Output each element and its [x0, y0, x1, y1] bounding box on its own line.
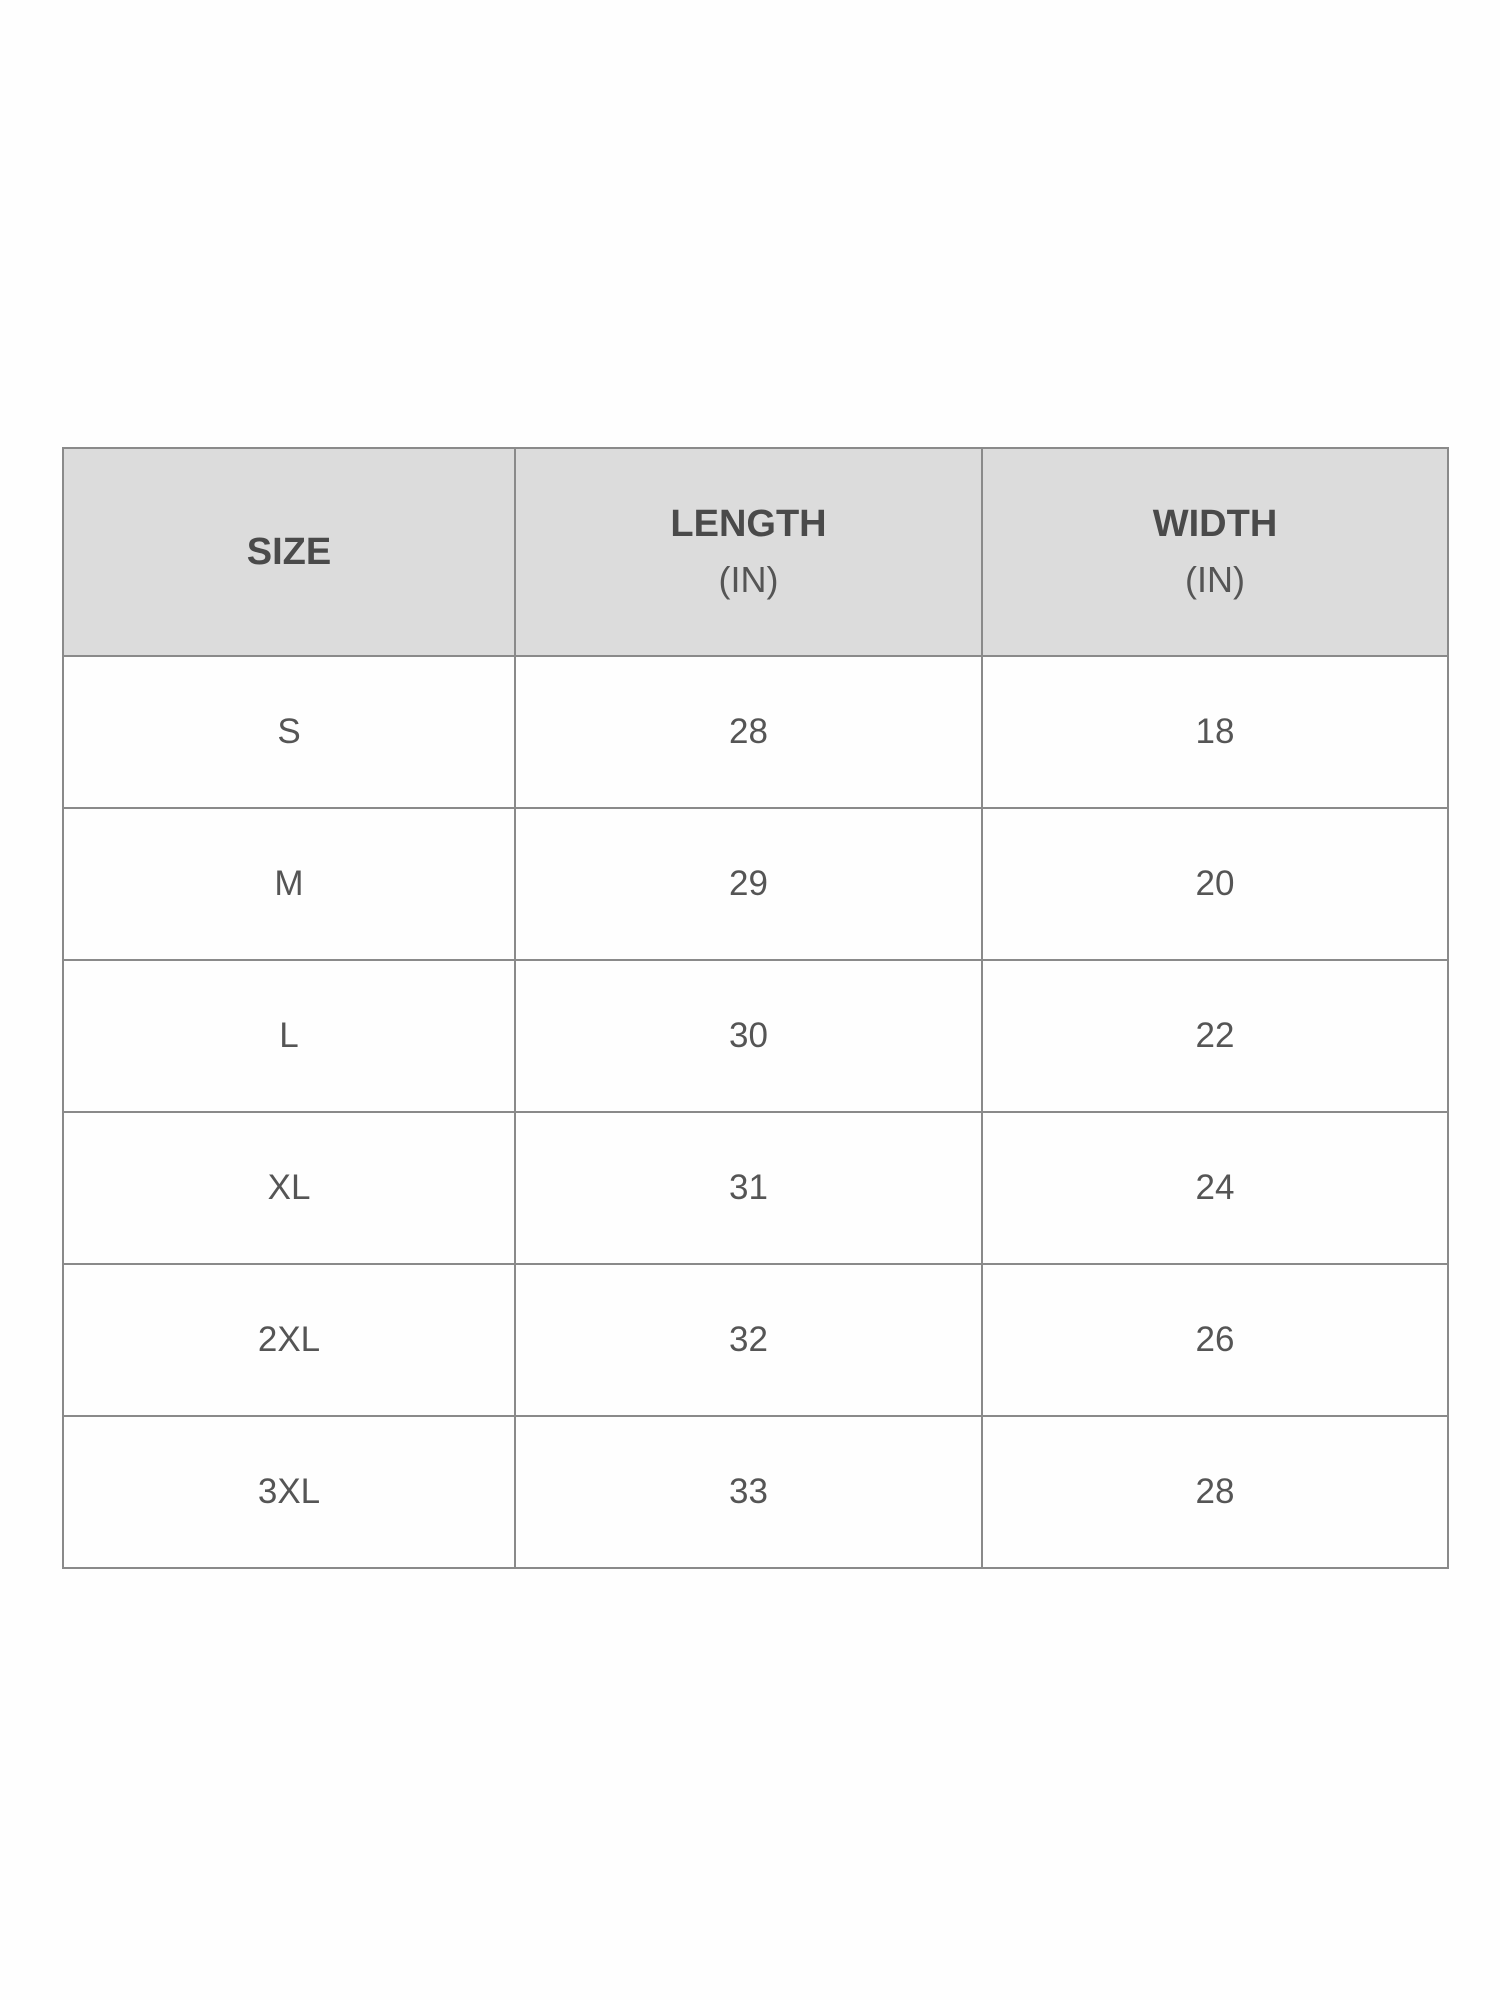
header-size: SIZE — [62, 447, 516, 657]
width-cell: 22 — [981, 959, 1449, 1113]
size-cell: M — [62, 807, 516, 961]
length-cell: 32 — [514, 1263, 983, 1417]
header-width-unit: (IN) — [1185, 559, 1245, 600]
header-length-unit: (IN) — [718, 559, 779, 600]
size-cell: 3XL — [62, 1415, 516, 1569]
width-cell: 18 — [981, 655, 1449, 809]
table-row: 2XL 32 26 — [62, 1263, 1449, 1417]
width-cell: 20 — [981, 807, 1449, 961]
width-cell: 28 — [981, 1415, 1449, 1569]
size-cell: S — [62, 655, 516, 809]
length-cell: 28 — [514, 655, 983, 809]
header-width: WIDTH (IN) — [981, 447, 1449, 657]
size-cell: XL — [62, 1111, 516, 1265]
table-row: M 29 20 — [62, 807, 1449, 961]
length-cell: 29 — [514, 807, 983, 961]
size-cell: 2XL — [62, 1263, 516, 1417]
length-cell: 33 — [514, 1415, 983, 1569]
table-row: 3XL 33 28 — [62, 1415, 1449, 1569]
width-cell: 26 — [981, 1263, 1449, 1417]
header-row: SIZE LENGTH (IN) WIDTH (IN) — [62, 447, 1449, 657]
table-row: S 28 18 — [62, 655, 1449, 809]
header-length: LENGTH (IN) — [514, 447, 983, 657]
size-chart-table: SIZE LENGTH (IN) WIDTH (IN) S 28 18 M 29 20 L 30 2… — [62, 447, 1449, 1569]
table-row: XL 31 24 — [62, 1111, 1449, 1265]
width-cell: 24 — [981, 1111, 1449, 1265]
length-cell: 30 — [514, 959, 983, 1113]
table-row: L 30 22 — [62, 959, 1449, 1113]
length-cell: 31 — [514, 1111, 983, 1265]
size-cell: L — [62, 959, 516, 1113]
